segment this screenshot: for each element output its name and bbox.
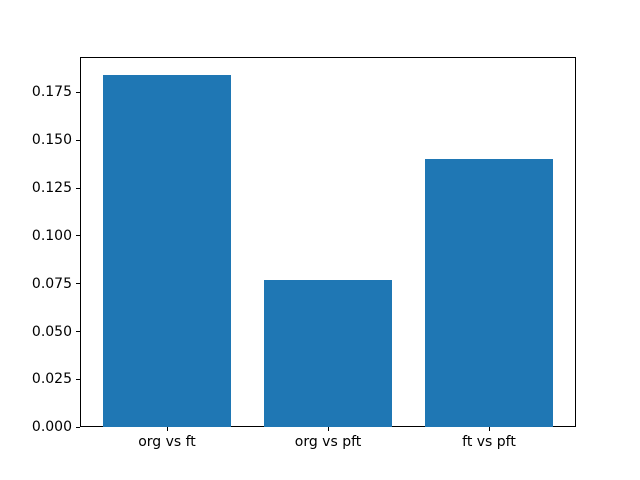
ytick-mark (76, 139, 80, 141)
xtick-label: org vs pft (294, 433, 362, 450)
ytick-label: 0.050 (31, 323, 72, 340)
ytick-label: 0.125 (31, 180, 72, 197)
ytick-label: 0.025 (31, 371, 72, 388)
xtick-mark (327, 427, 329, 432)
xtick-label: org vs ft (138, 433, 196, 450)
bar-ft-vs-pft (424, 159, 554, 428)
ytick-label: 0.100 (31, 227, 72, 244)
ytick-label: 0.000 (31, 419, 72, 436)
bar-org-vs-ft (102, 75, 232, 428)
ytick-mark (76, 331, 80, 332)
ytick-mark (76, 187, 80, 189)
ytick-mark (76, 426, 80, 428)
ytick-label: 0.175 (31, 84, 72, 101)
ytick-mark (76, 378, 80, 380)
xtick-label: ft vs pft (462, 433, 516, 450)
ytick-mark (76, 283, 80, 285)
xtick-mark (488, 427, 490, 432)
bar-org-vs-pft (263, 279, 393, 428)
ytick-mark (76, 235, 80, 237)
xtick-mark (166, 427, 168, 432)
ytick-label: 0.150 (31, 132, 72, 149)
ytick-mark (76, 91, 80, 93)
ytick-label: 0.075 (31, 275, 72, 292)
